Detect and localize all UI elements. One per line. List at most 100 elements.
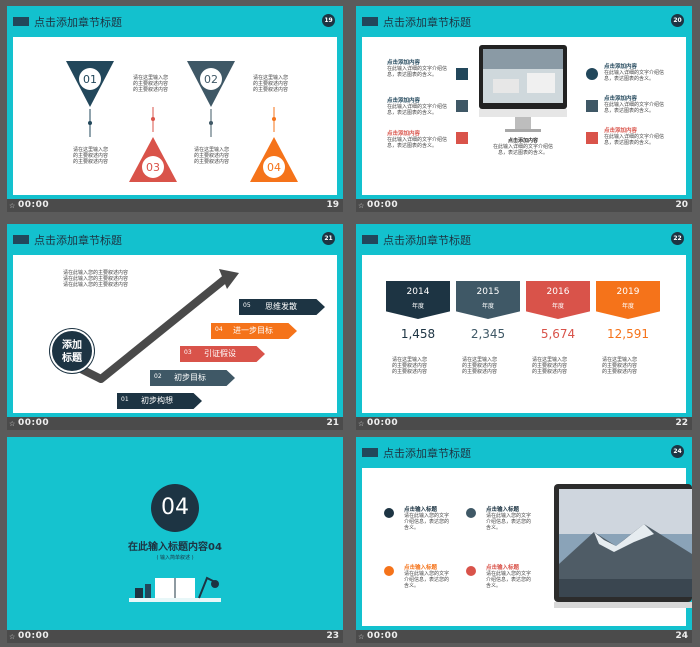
item-text: 在此输入详细的文字介绍信 息，表达图表的含义。 xyxy=(387,104,448,116)
item-title: 点击输入标题 xyxy=(486,565,520,571)
description-text: 请在这里输入您 的主要叙述内容 的主要叙述内容 xyxy=(73,147,109,165)
description-text: 请在这里输入您 的主要叙述内容 的主要叙述内容 xyxy=(253,75,289,93)
triangle-diagram xyxy=(66,61,298,182)
cart-icon xyxy=(586,100,598,112)
slide-thumbnail-21[interactable]: 点击添加章节标题 21 请在此输入您的主要叙述内容 请在此输入您的主要叙述内容 … xyxy=(7,224,343,430)
book-desk-illustration xyxy=(129,576,221,602)
item-title: 点击添加内容 xyxy=(387,131,421,137)
year-banner-2019: 2019 年度 xyxy=(596,281,660,319)
item-title: 点击添加内容 xyxy=(387,98,421,104)
year-banner-2015: 2015 年度 xyxy=(456,281,520,319)
page-badge: 20 xyxy=(671,14,684,27)
item-title: 点击添加内容 xyxy=(604,64,638,70)
slide-thumbnail-24[interactable]: 点击添加章节标题 24 点击输入标题 请在此输入您的文字 介绍信息，表达您的 含… xyxy=(356,437,692,643)
slide-thumbnail-23[interactable]: 04 在此输入标题内容04 ( 输入简单叙述 ) ☆ 00:00 23 xyxy=(7,437,343,643)
description-text: 请在这里输入您 的主要叙述内容 的主要叙述内容 xyxy=(194,147,230,165)
globe-icon xyxy=(586,68,598,80)
year-label: 2014 xyxy=(406,287,430,297)
bullet-dot xyxy=(466,566,476,576)
slide-footer: ☆ 00:00 23 xyxy=(7,630,343,643)
slide-footer: ☆ 00:00 20 xyxy=(356,199,692,212)
year-label: 2016 xyxy=(546,287,570,297)
item-text: 在此输入详细的文字介绍信 息，表达图表的含义。 xyxy=(604,70,665,82)
slide-title: 点击添加章节标题 xyxy=(383,16,471,29)
title-bar-marker xyxy=(13,17,29,26)
year-value: 5,674 xyxy=(540,327,576,341)
slide-number: 24 xyxy=(675,631,688,641)
slide-title: 点击添加章节标题 xyxy=(383,447,471,460)
year-label: 2019 xyxy=(616,287,640,297)
year-text: 请在这里输入您 的主要叙述内容 的主要叙述内容 xyxy=(392,357,428,375)
star-icon: ☆ xyxy=(358,202,365,210)
slide-thumbnail-22[interactable]: 点击添加章节标题 22 2014 年度 2015 年度 2016 年度 2019… xyxy=(356,224,692,430)
briefcase-icon xyxy=(456,68,468,80)
slide-footer: ☆ 00:00 24 xyxy=(356,630,692,643)
description-text: 请在这里输入您 的主要叙述内容 的主要叙述内容 xyxy=(133,75,169,93)
item-text: 请在此输入您的文字 介绍信息，表达您的 含义。 xyxy=(404,513,450,531)
star-icon: ☆ xyxy=(9,202,16,210)
slide-content: 01 02 03 04 请在这里输入您 的主要叙述内容 的主要叙述内容 请在这里… xyxy=(13,37,337,195)
title-bar-marker xyxy=(13,235,29,244)
slide-timing: 00:00 xyxy=(18,418,50,428)
slide-title: 点击添加章节标题 xyxy=(383,234,471,247)
slide-thumbnail-20[interactable]: 点击添加章节标题 20 点击添加内容 在此输入详细的文字介绍信 息，表达图表的含… xyxy=(356,6,692,212)
slide-timing: 00:00 xyxy=(18,200,50,210)
year-text: 请在这里输入您 的主要叙述内容 的主要叙述内容 xyxy=(532,357,568,375)
step-tag-05: 05 思维发散 xyxy=(239,299,325,315)
center-text: 在此输入详细的文字介绍信 息，表达图表的含义。 xyxy=(492,144,553,156)
page-badge: 22 xyxy=(671,232,684,245)
step-number: 01 xyxy=(83,73,97,86)
medical-cross-icon xyxy=(456,132,468,144)
slide-canvas: 点击添加章节标题 21 请在此输入您的主要叙述内容 请在此输入您的主要叙述内容 … xyxy=(7,224,343,417)
slide-canvas: 点击添加章节标题 19 01 xyxy=(7,6,343,199)
title-bar-marker xyxy=(362,448,378,457)
step-label: 引证假设 xyxy=(204,349,236,358)
slide-timing: 00:00 xyxy=(367,418,399,428)
slide-timing: 00:00 xyxy=(367,200,399,210)
year-text: 请在这里输入您 的主要叙述内容 的主要叙述内容 xyxy=(602,357,638,375)
step-num: 02 xyxy=(154,373,162,380)
page-badge: 21 xyxy=(322,232,335,245)
slide-title: 点击添加章节标题 xyxy=(34,16,122,29)
bullet-dot xyxy=(384,566,394,576)
item-title: 点击输入标题 xyxy=(404,565,438,571)
step-label: 初步构想 xyxy=(141,396,173,405)
item-title: 点击添加内容 xyxy=(604,96,638,102)
year-banner-2014: 2014 年度 xyxy=(386,281,450,319)
slide-number: 23 xyxy=(326,631,339,641)
page-badge: 24 xyxy=(671,445,684,458)
step-num: 04 xyxy=(215,326,223,333)
item-text: 请在此输入您的文字 介绍信息，表达您的 含义。 xyxy=(486,513,532,531)
slide-thumbnail-19[interactable]: 点击添加章节标题 19 01 xyxy=(7,6,343,212)
slide-content: 点击添加内容 在此输入详细的文字介绍信 息，表达图表的含义。 点击添加内容 在此… xyxy=(362,37,686,195)
item-text: 在此输入详细的文字介绍信 息，表达图表的含义。 xyxy=(604,102,665,114)
slide-number: 21 xyxy=(326,418,339,428)
star-icon: ☆ xyxy=(358,420,365,428)
step-number: 03 xyxy=(146,161,160,174)
item-text: 请在此输入您的文字 介绍信息，表达您的 含义。 xyxy=(486,571,532,589)
year-suffix: 年度 xyxy=(481,303,494,310)
step-tag-04: 04 进一步目标 xyxy=(211,323,297,339)
slide-number: 20 xyxy=(675,200,688,210)
slide-canvas: 点击添加章节标题 24 点击输入标题 请在此输入您的文字 介绍信息，表达您的 含… xyxy=(356,437,692,630)
monitor-image xyxy=(479,45,567,132)
chapter-subheading: ( 输入简单叙述 ) xyxy=(156,555,194,561)
item-text: 在此输入详细的文字介绍信 息，表达图表的含义。 xyxy=(387,66,448,78)
step-num: 05 xyxy=(243,302,251,309)
apple-icon xyxy=(456,100,468,112)
title-bar-marker xyxy=(362,235,378,244)
step-num: 03 xyxy=(184,349,192,356)
year-suffix: 年度 xyxy=(411,303,424,310)
star-icon: ☆ xyxy=(9,633,16,641)
slide-footer: ☆ 00:00 22 xyxy=(356,417,692,430)
item-text: 请在此输入您的文字 介绍信息，表达您的 含义。 xyxy=(404,571,450,589)
year-text: 请在这里输入您 的主要叙述内容 的主要叙述内容 xyxy=(462,357,498,375)
item-text: 在此输入详细的文字介绍信 息，表达图表的含义。 xyxy=(387,137,448,149)
center-circle: 添加 标题 xyxy=(50,329,94,373)
chapter-number: 04 xyxy=(151,484,199,532)
bullet-dot xyxy=(384,508,394,518)
chapter-heading: 在此输入标题内容04 xyxy=(128,542,222,553)
slide-timing: 00:00 xyxy=(367,631,399,641)
slide-canvas: 点击添加章节标题 22 2014 年度 2015 年度 2016 年度 2019… xyxy=(356,224,692,417)
year-value: 1,458 xyxy=(400,327,436,341)
